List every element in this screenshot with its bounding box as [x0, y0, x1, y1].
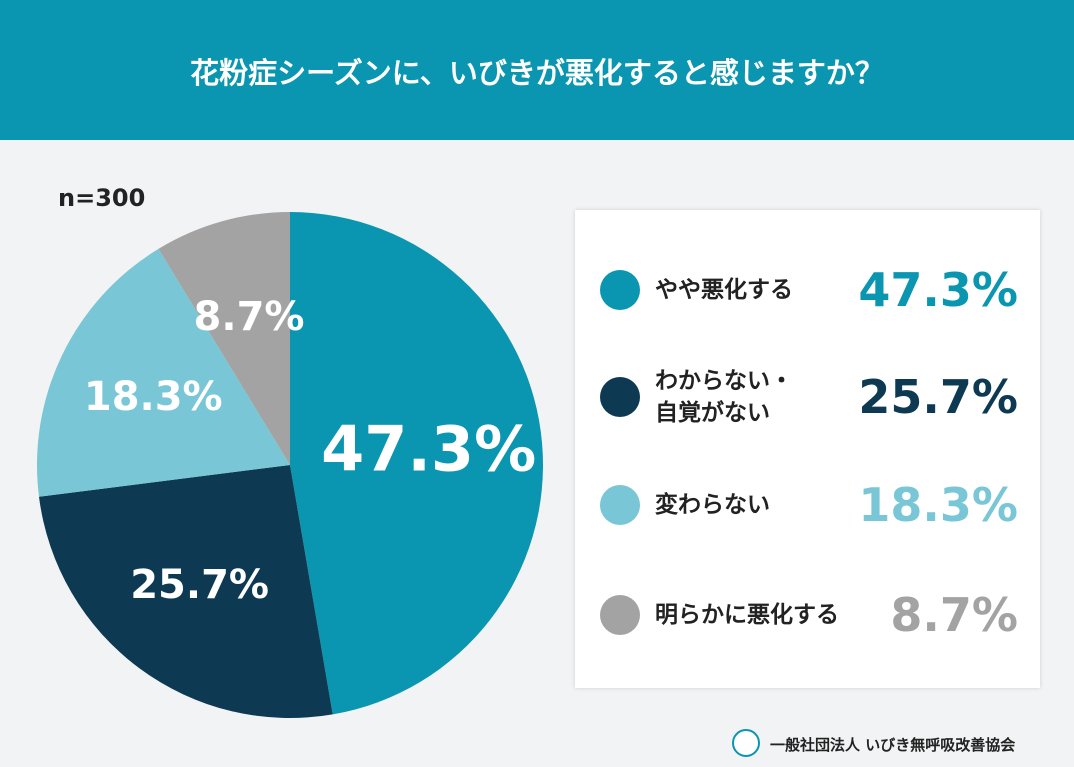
legend-swatch: [600, 270, 640, 310]
legend-value: 47.3%: [858, 263, 1018, 317]
sample-size: n=300: [58, 184, 146, 212]
legend-item: やや悪化する 47.3%: [575, 245, 1040, 335]
slice-label: 8.7%: [194, 294, 305, 340]
legend-value: 25.7%: [858, 370, 1018, 424]
legend-value: 18.3%: [858, 478, 1018, 532]
legend-swatch: [600, 595, 640, 635]
slice-label: 25.7%: [130, 562, 269, 608]
legend-item: 明らかに悪化する 8.7%: [575, 570, 1040, 660]
legend: やや悪化する 47.3% わからない・ 自覚がない 25.7% 変わらない 18.3% 明ら…: [575, 210, 1040, 688]
header: 花粉症シーズンに、いびきが悪化すると感じますか？: [0, 0, 1074, 140]
legend-value: 8.7%: [890, 588, 1018, 642]
slice-label: 18.3%: [84, 374, 223, 420]
legend-label: 変わらない: [655, 491, 770, 518]
legend-swatch: [600, 377, 640, 417]
pie-slice: [158, 212, 290, 465]
legend-label: やや悪化する: [655, 276, 793, 303]
logo: [732, 729, 760, 757]
legend-label: わからない・ 自覚がない: [655, 367, 793, 426]
pie-slice: [36, 248, 291, 497]
chart-title: 花粉症シーズンに、いびきが悪化すると感じますか？: [190, 56, 884, 90]
pie-slice: [290, 212, 544, 715]
pie-slice: [38, 465, 333, 718]
legend-swatch: [600, 485, 640, 525]
legend-item: わからない・ 自覚がない 25.7%: [575, 352, 1040, 442]
legend-label: 明らかに悪化する: [655, 601, 839, 628]
legend-item: 変わらない 18.3%: [575, 460, 1040, 550]
footer-text: 一般社団法人 いびき無呼吸改善協会: [770, 736, 1016, 754]
slice-label: 47.3%: [321, 412, 536, 485]
